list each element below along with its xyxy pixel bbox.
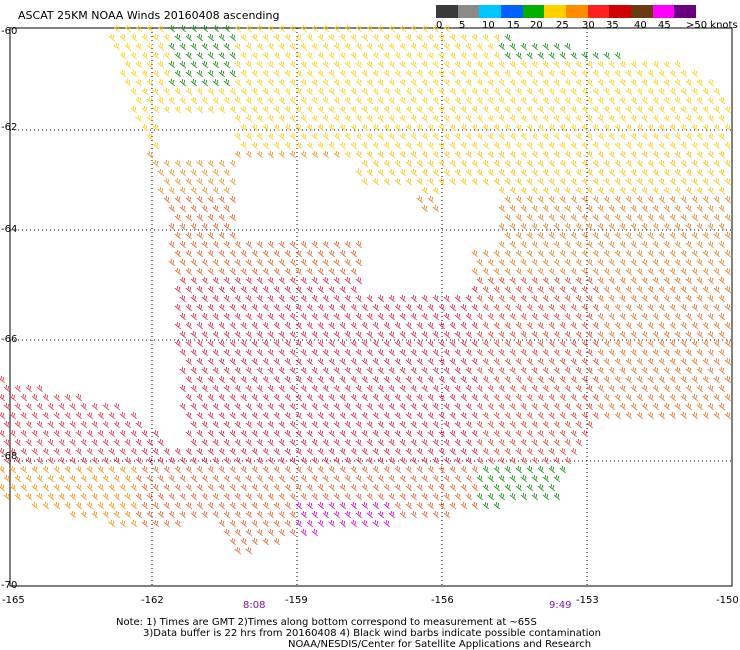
- colorbar-swatch: [436, 5, 458, 18]
- note-line: NOAA/NESDIS/Center for Satellite Applica…: [288, 639, 592, 650]
- colorbar-label: 20: [530, 20, 543, 31]
- colorbar-label: 5: [459, 20, 466, 31]
- lat-label: -66: [1, 334, 18, 345]
- colorbar-swatch: [609, 5, 632, 18]
- time-label: 9:49: [549, 600, 572, 611]
- lon-label: -153: [576, 595, 599, 606]
- colorbar-label: 15: [507, 20, 520, 31]
- graticule: [10, 28, 732, 586]
- colorbar-swatch: [501, 5, 523, 18]
- time-label: 8:08: [243, 600, 266, 611]
- lat-label: -68: [1, 451, 18, 462]
- colorbar-swatch: [479, 5, 502, 18]
- lat-label: -70: [1, 580, 18, 591]
- colorbar-label: 0: [436, 20, 443, 31]
- note-line: 3)Data buffer is 22 hrs from 20160408 4)…: [143, 628, 601, 639]
- note-line: Note: 1) Times are GMT 2)Times along bot…: [116, 617, 537, 628]
- colorbar-swatch: [587, 5, 610, 18]
- colorbar-label: 10: [482, 20, 495, 31]
- colorbar-label: >50 knots: [686, 20, 738, 31]
- colorbar-label: 35: [606, 20, 619, 31]
- map-frame: [9, 27, 733, 587]
- colorbar-swatch: [544, 5, 567, 18]
- colorbar-label: 40: [634, 20, 647, 31]
- colorbar-swatch: [652, 5, 675, 18]
- lon-label: -156: [431, 595, 454, 606]
- colorbar-swatch: [566, 5, 588, 18]
- wind-speed-colorbar: [436, 5, 697, 18]
- colorbar-label: 25: [556, 20, 569, 31]
- colorbar-swatch: [674, 5, 697, 18]
- lat-label: -64: [1, 224, 18, 235]
- lon-label: -165: [2, 595, 25, 606]
- colorbar-label: 45: [658, 20, 671, 31]
- colorbar-swatch: [522, 5, 545, 18]
- colorbar-label: 30: [582, 20, 595, 31]
- lon-label: -150: [716, 595, 739, 606]
- lon-label: -159: [285, 595, 308, 606]
- lon-label: -162: [141, 595, 164, 606]
- lat-label: -60: [1, 26, 18, 37]
- map-title: ASCAT 25KM NOAA Winds 20160408 ascending: [18, 9, 280, 22]
- colorbar-swatch: [631, 5, 653, 18]
- wind-barbs: [0, 24, 732, 555]
- lat-label: -62: [1, 122, 18, 133]
- colorbar-swatch: [457, 5, 480, 18]
